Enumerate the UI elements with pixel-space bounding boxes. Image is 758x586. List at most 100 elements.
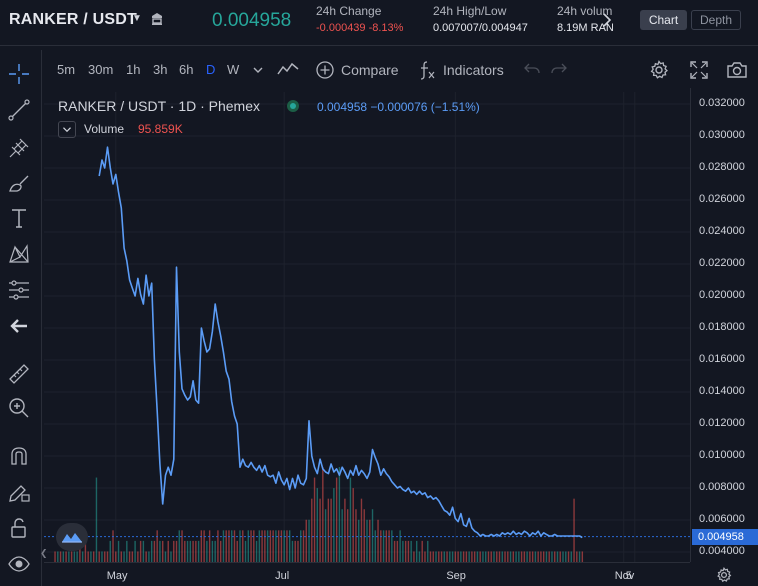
collapse-panel-icon[interactable]: ❮ <box>40 548 48 558</box>
volume-bar <box>346 509 349 562</box>
exchange-badge-icon <box>152 13 162 25</box>
settings-gear-icon[interactable] <box>649 60 669 80</box>
chevron-down-icon[interactable] <box>58 121 76 138</box>
volume-bar <box>333 488 335 562</box>
volume-bar <box>424 551 426 562</box>
interval-1h[interactable]: 1h <box>126 62 141 77</box>
volume-bar <box>487 551 490 562</box>
pitchfork-icon[interactable] <box>7 136 31 160</box>
volume-bar <box>181 530 183 562</box>
volume-bar <box>341 509 343 562</box>
pair-selector[interactable]: RANKER / USDT <box>9 11 137 28</box>
eye-visibility-icon[interactable] <box>7 552 31 576</box>
volume-bar <box>139 540 142 562</box>
volume-bar <box>512 551 515 562</box>
price-tick-label: 0.008000 <box>699 481 745 493</box>
volume-bar <box>413 551 415 562</box>
lock-open-icon[interactable] <box>7 516 31 540</box>
tab-depth[interactable]: Depth <box>691 10 741 30</box>
volume-bar <box>498 551 501 562</box>
volume-bar <box>84 540 87 562</box>
volume-bar <box>222 530 225 562</box>
interval-5m[interactable]: 5m <box>57 62 76 77</box>
volume-bar <box>68 551 70 562</box>
chevron-down-icon[interactable] <box>252 64 264 76</box>
volume-bar <box>369 519 371 562</box>
volume-bar <box>126 540 128 562</box>
price-axis[interactable]: 0.032000 0.030000 0.028000 0.026000 0.024000… <box>690 88 758 562</box>
price-tick-label: 0.012000 <box>699 417 745 429</box>
volume-bar <box>537 551 539 562</box>
volume-bar <box>170 551 172 562</box>
interval-6h[interactable]: 6h <box>179 62 194 77</box>
volume-bar <box>352 488 354 562</box>
compare-add-icon[interactable] <box>315 60 335 80</box>
price-tick-label: 0.032000 <box>699 97 745 109</box>
text-tool-icon[interactable] <box>7 206 31 230</box>
time-axis[interactable]: May Jul Sep Nov 5 <box>44 562 690 586</box>
chevron-right-icon[interactable] <box>601 12 613 28</box>
interval-d[interactable]: D <box>206 62 216 77</box>
volume-bar <box>349 477 352 562</box>
volume-bar <box>446 551 448 562</box>
volume-bar <box>308 519 310 562</box>
axis-settings-icon[interactable] <box>716 567 732 583</box>
crosshair-icon[interactable] <box>7 62 31 86</box>
caret-down-icon[interactable]: ▼ <box>132 13 142 24</box>
tradingview-logo-icon[interactable] <box>56 523 88 551</box>
camera-snapshot-icon[interactable] <box>726 60 748 80</box>
volume-bar <box>228 530 230 562</box>
undo-icon[interactable] <box>524 62 540 76</box>
volume-bar <box>280 530 283 562</box>
redo-icon[interactable] <box>551 62 567 76</box>
fullscreen-icon[interactable] <box>689 60 709 80</box>
volume-bar <box>319 498 321 562</box>
pencil-lock-icon[interactable] <box>7 480 31 504</box>
volume-bar <box>305 519 307 562</box>
tab-chart[interactable]: Chart <box>640 10 687 30</box>
volume-bar <box>344 498 346 562</box>
pattern-xabcd-icon[interactable] <box>7 242 31 266</box>
magnet-icon[interactable] <box>7 444 31 468</box>
compare-button[interactable]: Compare <box>341 62 399 78</box>
trend-line-icon[interactable] <box>7 98 31 122</box>
volume-bar <box>551 551 553 562</box>
volume-bar <box>531 551 534 562</box>
prediction-measure-icon[interactable] <box>7 278 31 302</box>
market-status-dot <box>287 100 299 112</box>
volume-bar <box>219 540 222 562</box>
volume-bar <box>523 551 526 562</box>
legend-volume-value: 95.859K <box>138 122 183 136</box>
arrow-left-icon[interactable] <box>7 314 31 338</box>
indicators-button[interactable]: Indicators <box>443 62 504 78</box>
volume-bar <box>380 530 382 562</box>
time-tick-label: Sep <box>446 570 466 582</box>
function-fx-icon[interactable] <box>418 60 436 80</box>
volume-bar <box>300 530 302 562</box>
volume-bar <box>529 551 531 562</box>
volume-bar <box>313 477 316 562</box>
zoom-in-icon[interactable] <box>7 396 31 420</box>
volume-bar <box>178 530 180 562</box>
brush-icon[interactable] <box>7 172 31 196</box>
volume-bar <box>231 530 233 562</box>
volume-bar <box>164 551 167 562</box>
volume-bar <box>338 467 341 562</box>
volume-bar <box>59 551 62 562</box>
volume-bar <box>131 551 134 562</box>
volume-bar <box>485 551 487 562</box>
volume-bar <box>128 551 131 562</box>
volume-bar <box>239 530 241 562</box>
interval-w[interactable]: W <box>227 62 240 77</box>
volume-bar <box>192 540 194 562</box>
volume-bar <box>92 551 95 562</box>
line-chart-type-icon[interactable] <box>277 61 299 77</box>
time-tick-label: Jul <box>275 570 290 582</box>
price-chart[interactable] <box>44 92 690 562</box>
volume-bar <box>443 551 445 562</box>
volume-bar <box>62 551 65 562</box>
ruler-icon[interactable] <box>7 362 31 386</box>
interval-3h[interactable]: 3h <box>153 62 168 77</box>
volume-bar <box>167 540 169 562</box>
interval-30m[interactable]: 30m <box>88 62 114 77</box>
